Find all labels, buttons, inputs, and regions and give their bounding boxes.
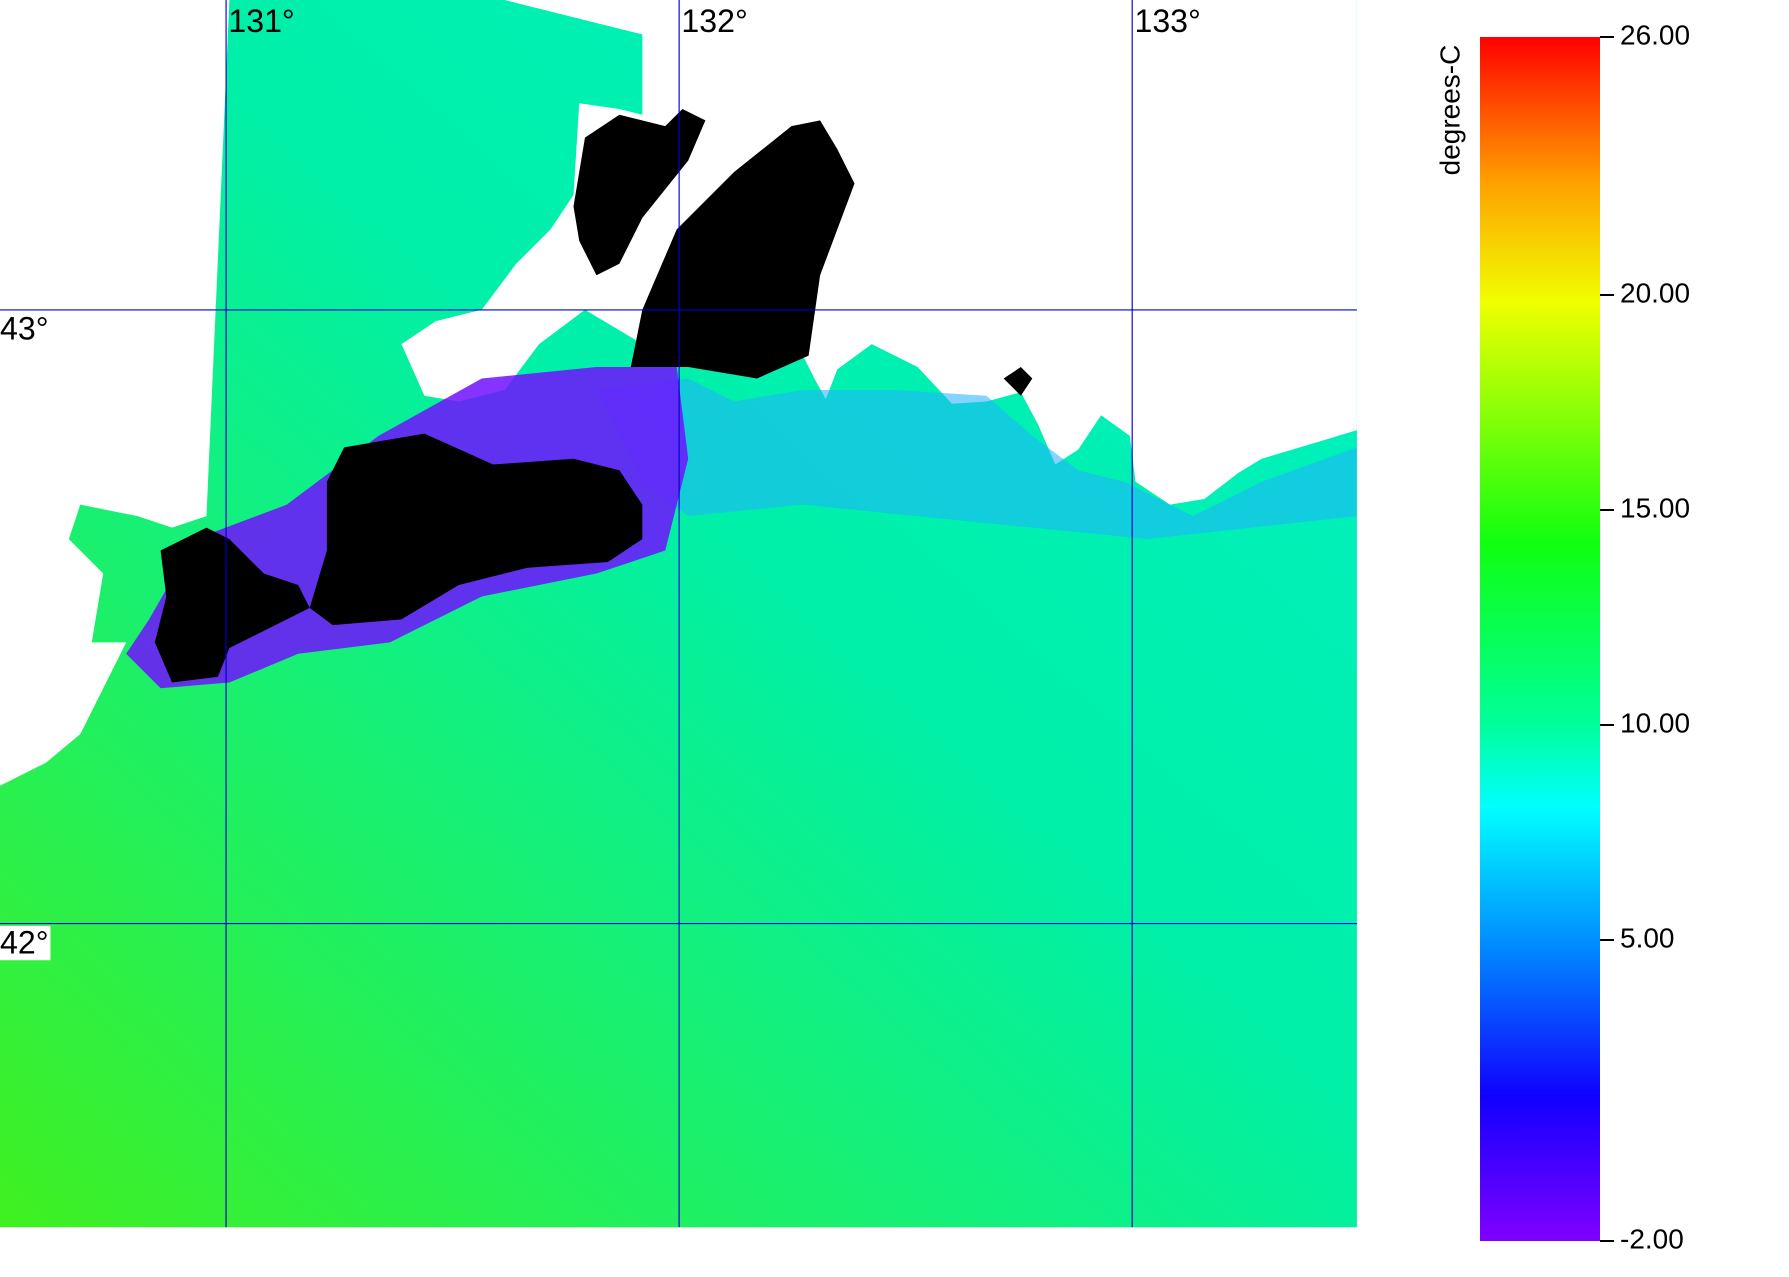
longitude-label: 131° [228,3,294,39]
peninsula [573,108,706,276]
colorbar-tick-label: -2.00 [1620,1223,1684,1254]
latitude-label-box [0,925,51,961]
colorbar-tick-label: 15.00 [1620,492,1690,523]
cold-coastal-water [596,378,1357,540]
land-mask [0,0,230,786]
peninsula [630,120,855,379]
latitude-label-box [0,312,51,347]
colorbar-tick-label: 26.00 [1620,19,1690,50]
island [1003,367,1033,396]
colorbar-tick-label: 5.00 [1620,922,1675,953]
colorbar [1480,37,1600,1241]
colorbar-label: degrees-C [1434,45,1465,176]
colorbar-ticks: -2.00 5.00 10.00 15.00 20.00 26.00 [1600,19,1690,1254]
latitude-label: 42° [0,924,49,960]
graticule: 131° 132° 133° 43° 42° [0,0,1357,1228]
peninsula [154,527,310,683]
latitude-label: 43° [0,311,49,347]
colorbar-tick-label: 20.00 [1620,277,1690,308]
colorbar-tick-label: 10.00 [1620,707,1690,738]
longitude-label: 132° [681,3,747,39]
longitude-label: 133° [1134,3,1200,39]
peninsula [309,433,643,626]
map: 131° 132° 133° 43° 42° [0,0,1357,1228]
